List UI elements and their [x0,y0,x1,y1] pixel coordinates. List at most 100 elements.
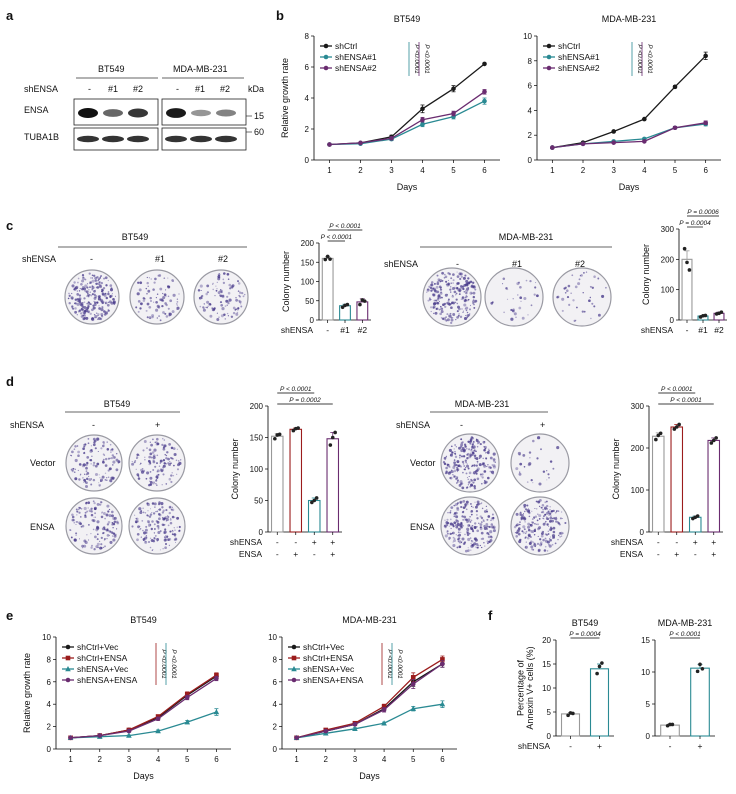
colony-dot [486,525,489,528]
colony-dot [457,314,460,317]
colony-dot [550,527,553,531]
colony-dot [169,506,171,508]
colony-dot [439,287,442,289]
colony-dot [154,534,157,537]
colony-dot [237,290,240,292]
colony-dot [582,292,584,294]
colony-dot [172,458,174,460]
colony-dot [448,538,450,540]
colony-dot [169,461,171,463]
colony-dot [593,275,596,278]
colony-dot [446,531,448,534]
colony-dot [479,473,482,476]
colony-dot [103,526,106,529]
colony-dot [148,305,152,309]
colony-dot [471,445,474,447]
data-point [550,145,555,150]
x-tick-label: - [313,549,316,559]
replicate-point [330,435,335,440]
blot-band-tuba1b [77,135,99,143]
y-tick-label: 0 [305,156,310,165]
colony-dot [98,482,100,484]
colony-dot [559,517,562,520]
colony-dot [167,516,170,518]
colony-dot [585,271,588,273]
colony-dot [78,508,80,511]
colony-dot [517,294,519,296]
colony-dot [107,308,110,311]
colony-dot [433,289,437,292]
colony-dot [71,468,74,472]
colony-dot [462,276,466,280]
colony-dot [152,512,156,515]
x-tick-label: - [675,537,678,547]
colony-dot [152,456,156,460]
colony-dot [470,525,472,528]
colony-dot [99,281,101,284]
colony-dot [156,293,159,296]
colony-dot [167,538,170,541]
p-value-label: P <0.0001 [170,649,177,679]
colony-dot [429,286,433,290]
colony-dot [448,536,451,540]
colony-dot [104,479,106,481]
series-line-shENSA+ENSA [70,677,217,739]
colony-dot [492,526,494,529]
colony-dot [165,289,167,291]
plates-c2-shensa-label: shENSA [384,259,418,269]
colony-dot [206,284,210,288]
colony-dot [462,525,465,527]
colony-dot [100,536,103,540]
colony-dot [166,451,169,454]
colony-dot [470,285,473,288]
colony-dot [157,530,161,535]
colony-dot [85,290,89,294]
colony-dot [446,318,450,322]
colony-dot [486,510,489,513]
colony-dot [458,313,460,315]
colony-dot [137,310,140,313]
colony-dot [83,309,87,313]
colony-dot [492,458,496,461]
colony-dot [440,310,444,314]
colony-dot [98,305,100,307]
colony-dot [448,272,451,276]
colony-dot [535,523,537,525]
x-axis-label: Days [133,771,154,781]
colony-dot [524,537,527,539]
colony-dot [464,459,467,462]
bar-1 [670,426,684,533]
plate-dish [510,433,570,493]
colony-dot [533,542,536,545]
colony-dot [232,311,236,315]
colony-dot [230,285,234,289]
colony-dot [145,525,148,528]
colony-dot [81,287,84,291]
colony-dot [502,283,504,285]
series-line-shENSA+ENSA [296,663,443,739]
colony-dot [459,500,463,504]
colony-dot [426,291,428,293]
colony-dot [131,525,134,528]
colony-dot [76,314,78,316]
colony-dot [215,289,218,292]
colony-dot [162,509,165,512]
colony-dot [561,517,563,520]
colony-dot [149,508,152,510]
colony-dot [483,470,487,473]
colony-dot [442,317,447,321]
colony-dot [456,546,459,549]
replicate-point [571,711,575,716]
colony-dot [459,277,462,281]
colony-dot [438,308,441,311]
colony-dot [94,512,97,515]
colony-dot [483,464,487,468]
colony-dot [480,516,484,520]
colony-dot [199,284,203,288]
bar-0 [660,724,680,737]
colony-dot [489,466,492,470]
colony-dot [86,534,88,536]
colony-dot [466,453,469,456]
legend-entry: shCtrl [335,41,357,51]
